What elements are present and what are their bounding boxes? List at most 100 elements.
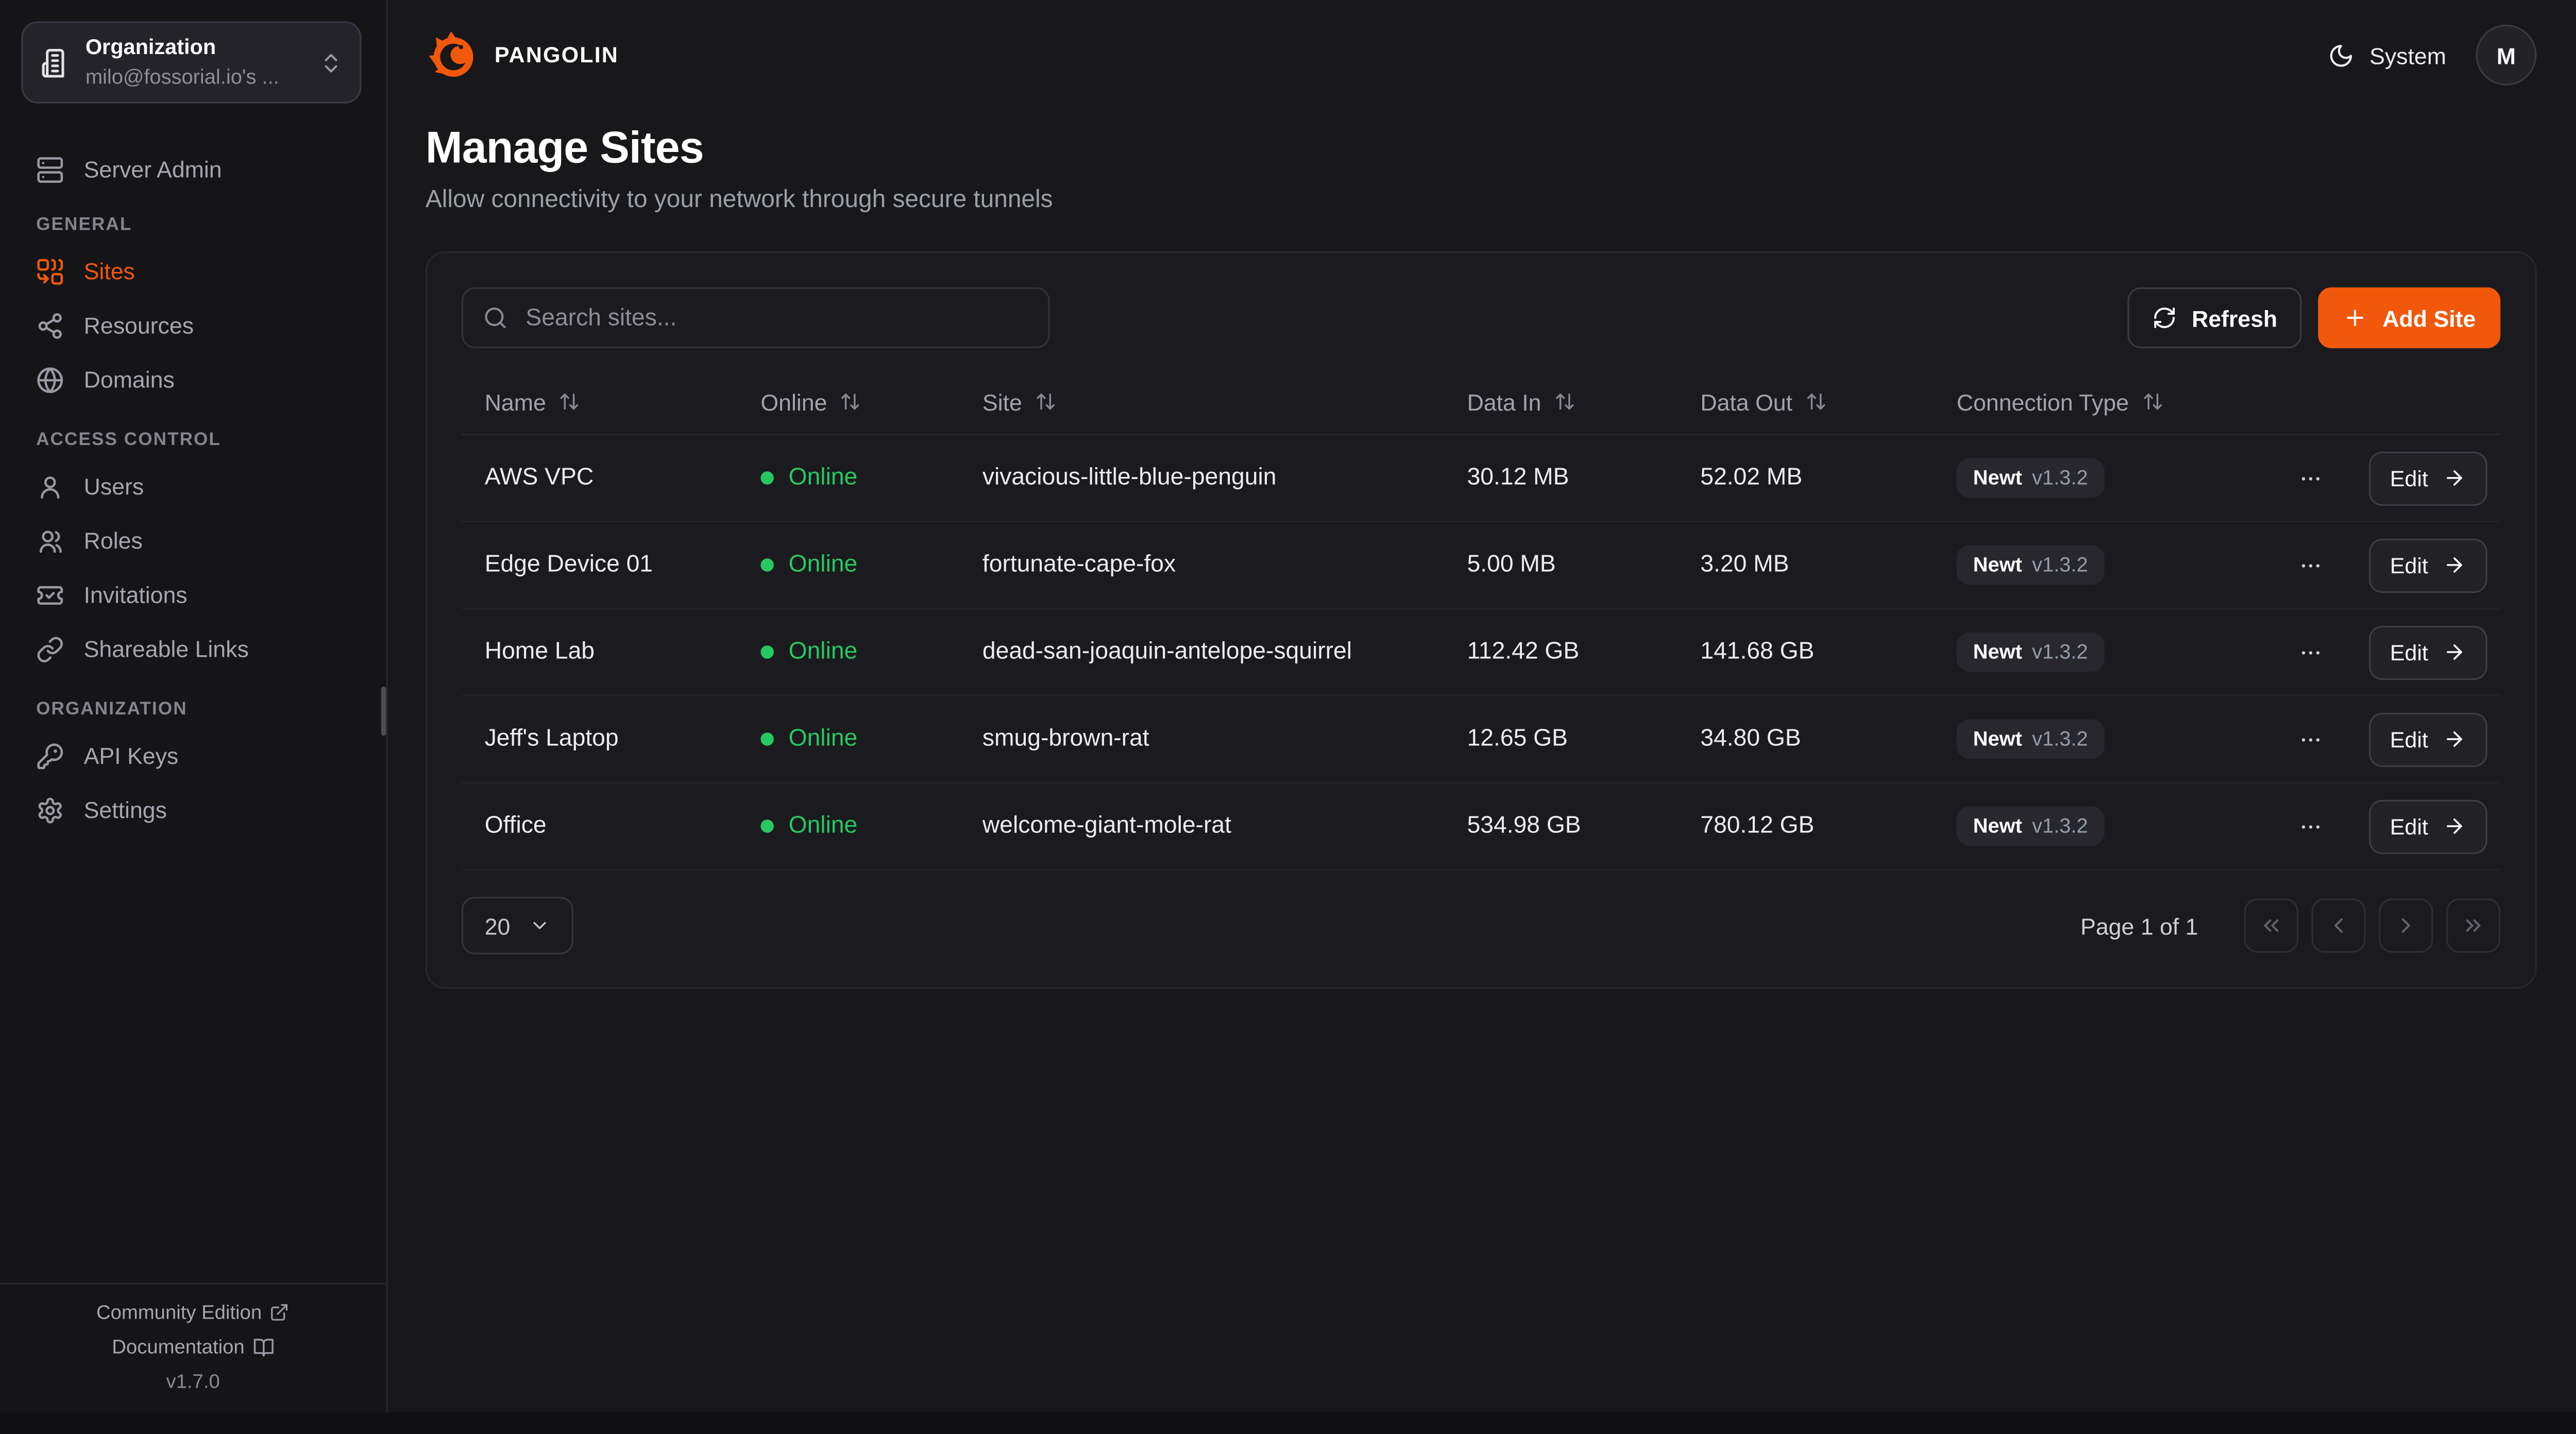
main-area: PANGOLIN System M Manage Sites Allow con… [389, 0, 2576, 1412]
cell-data-out: 34.80 GB [1700, 726, 1801, 753]
edit-label: Edit [2389, 553, 2429, 577]
sidebar-item-api-keys[interactable]: API Keys [23, 729, 366, 783]
sidebar-item-label: Roles [83, 527, 143, 554]
cell-data-in: 534.98 GB [1467, 813, 1581, 840]
cell-site: welcome-giant-mole-rat [982, 813, 1231, 840]
ticket-check-icon [36, 582, 64, 609]
edit-label: Edit [2389, 727, 2429, 752]
community-edition-link[interactable]: Community Edition [96, 1301, 290, 1324]
cell-site: dead-san-joaquin-antelope-squirrel [982, 639, 1352, 665]
sidebar-item-resources[interactable]: Resources [23, 299, 366, 353]
book-open-icon [253, 1336, 274, 1357]
chevron-right-icon [2394, 913, 2418, 938]
connection-badge: Newt v1.3.2 [1956, 632, 2105, 672]
connection-badge: Newt v1.3.2 [1956, 719, 2105, 759]
column-header-data-in[interactable]: Data In [1444, 388, 1677, 415]
theme-toggle[interactable]: System [2328, 42, 2446, 68]
toolbar-buttons: Refresh Add Site [2127, 287, 2501, 349]
org-selector-value: milo@fossorial.io's ... [85, 65, 279, 89]
sidebar-item-settings[interactable]: Settings [23, 783, 366, 838]
edit-button[interactable]: Edit [2368, 625, 2487, 679]
arrow-right-icon [2443, 641, 2466, 664]
search-input[interactable] [522, 303, 1029, 333]
cell-data-in: 30.12 MB [1467, 465, 1569, 491]
sidebar-item-domains[interactable]: Domains [23, 353, 366, 407]
online-dot-icon [760, 471, 774, 485]
table-row: AWS VPC Online vivacious-little-blue-pen… [462, 435, 2501, 523]
avatar[interactable]: M [2476, 24, 2537, 86]
row-menu-button[interactable] [2292, 807, 2329, 845]
edit-button[interactable]: Edit [2368, 712, 2487, 766]
cell-connection-type: Newt v1.3.2 [1934, 632, 2277, 672]
last-page-button[interactable] [2446, 898, 2501, 953]
app-version: v1.7.0 [166, 1370, 220, 1393]
sidebar-item-label: Invitations [83, 581, 188, 608]
user-icon [36, 473, 64, 501]
sidebar-item-users[interactable]: Users [23, 460, 366, 514]
table-row: Jeff's Laptop Online smug-brown-rat 12.6… [462, 696, 2501, 784]
add-site-label: Add Site [2382, 304, 2476, 331]
edit-button[interactable]: Edit [2368, 538, 2487, 592]
column-label: Online [760, 388, 827, 415]
first-page-button[interactable] [2244, 898, 2299, 953]
column-header-name[interactable]: Name [462, 388, 738, 415]
chevrons-right-icon [2461, 913, 2486, 938]
cell-connection-type: Newt v1.3.2 [1934, 545, 2277, 585]
edit-button[interactable]: Edit [2368, 451, 2487, 505]
row-menu-button[interactable] [2292, 546, 2329, 584]
link-icon [36, 636, 64, 663]
page-title: Manage Sites [425, 123, 704, 173]
documentation-link[interactable]: Documentation [112, 1335, 274, 1358]
connection-version: v1.3.2 [2032, 814, 2088, 838]
page-size-value: 20 [484, 912, 511, 939]
row-menu-button[interactable] [2292, 720, 2329, 758]
online-dot-icon [760, 558, 774, 572]
column-header-online[interactable]: Online [738, 388, 959, 415]
column-header-data-out[interactable]: Data Out [1677, 388, 1934, 415]
org-selector[interactable]: Organization milo@fossorial.io's ... [21, 21, 362, 104]
sidebar-scrollbar[interactable] [381, 686, 386, 736]
connection-badge: Newt v1.3.2 [1956, 545, 2105, 585]
online-dot-icon [760, 820, 774, 833]
online-dot-icon [760, 645, 774, 659]
sidebar-item-sites[interactable]: Sites [23, 245, 366, 299]
row-menu-button[interactable] [2292, 459, 2329, 497]
sites-card: Refresh Add Site Name [425, 251, 2537, 989]
org-selector-title: Organization [85, 34, 216, 59]
edit-label: Edit [2389, 814, 2429, 839]
sidebar-item-label: Resources [83, 312, 194, 338]
chevron-left-icon [2326, 913, 2351, 938]
sidebar-item-invitations[interactable]: Invitations [23, 568, 366, 622]
page-size-select[interactable]: 20 [462, 897, 573, 954]
column-header-site[interactable]: Site [959, 388, 1444, 415]
arrow-right-icon [2443, 467, 2466, 490]
previous-page-button[interactable] [2311, 898, 2366, 953]
column-header-connection-type[interactable]: Connection Type [1934, 388, 2277, 415]
add-site-button[interactable]: Add Site [2318, 287, 2501, 349]
next-page-button[interactable] [2379, 898, 2433, 953]
column-label: Site [982, 388, 1022, 415]
edit-button[interactable]: Edit [2368, 799, 2487, 853]
column-label: Name [484, 388, 546, 415]
sort-icon [2142, 391, 2163, 412]
sidebar-item-server-admin[interactable]: Server Admin [23, 143, 366, 197]
table-row: Home Lab Online dead-san-joaquin-antelop… [462, 609, 2501, 697]
row-menu-button[interactable] [2292, 633, 2329, 671]
sidebar-item-label: Shareable Links [83, 636, 249, 662]
connection-badge: Newt v1.3.2 [1956, 458, 2105, 498]
connection-name: Newt [1973, 727, 2022, 751]
connection-version: v1.3.2 [2032, 553, 2088, 577]
connection-badge: Newt v1.3.2 [1956, 806, 2105, 846]
cell-name: Office [484, 813, 547, 840]
sidebar-item-roles[interactable]: Roles [23, 514, 366, 568]
edit-label: Edit [2389, 640, 2429, 664]
server-icon [36, 156, 64, 184]
cell-connection-type: Newt v1.3.2 [1934, 806, 2277, 846]
chevrons-left-icon [2259, 913, 2284, 938]
cell-name: AWS VPC [484, 465, 594, 491]
sidebar-item-shareable-links[interactable]: Shareable Links [23, 623, 366, 677]
refresh-button[interactable]: Refresh [2127, 287, 2302, 349]
table-row: Edge Device 01 Online fortunate-cape-fox… [462, 522, 2501, 610]
connection-name: Newt [1973, 814, 2022, 838]
